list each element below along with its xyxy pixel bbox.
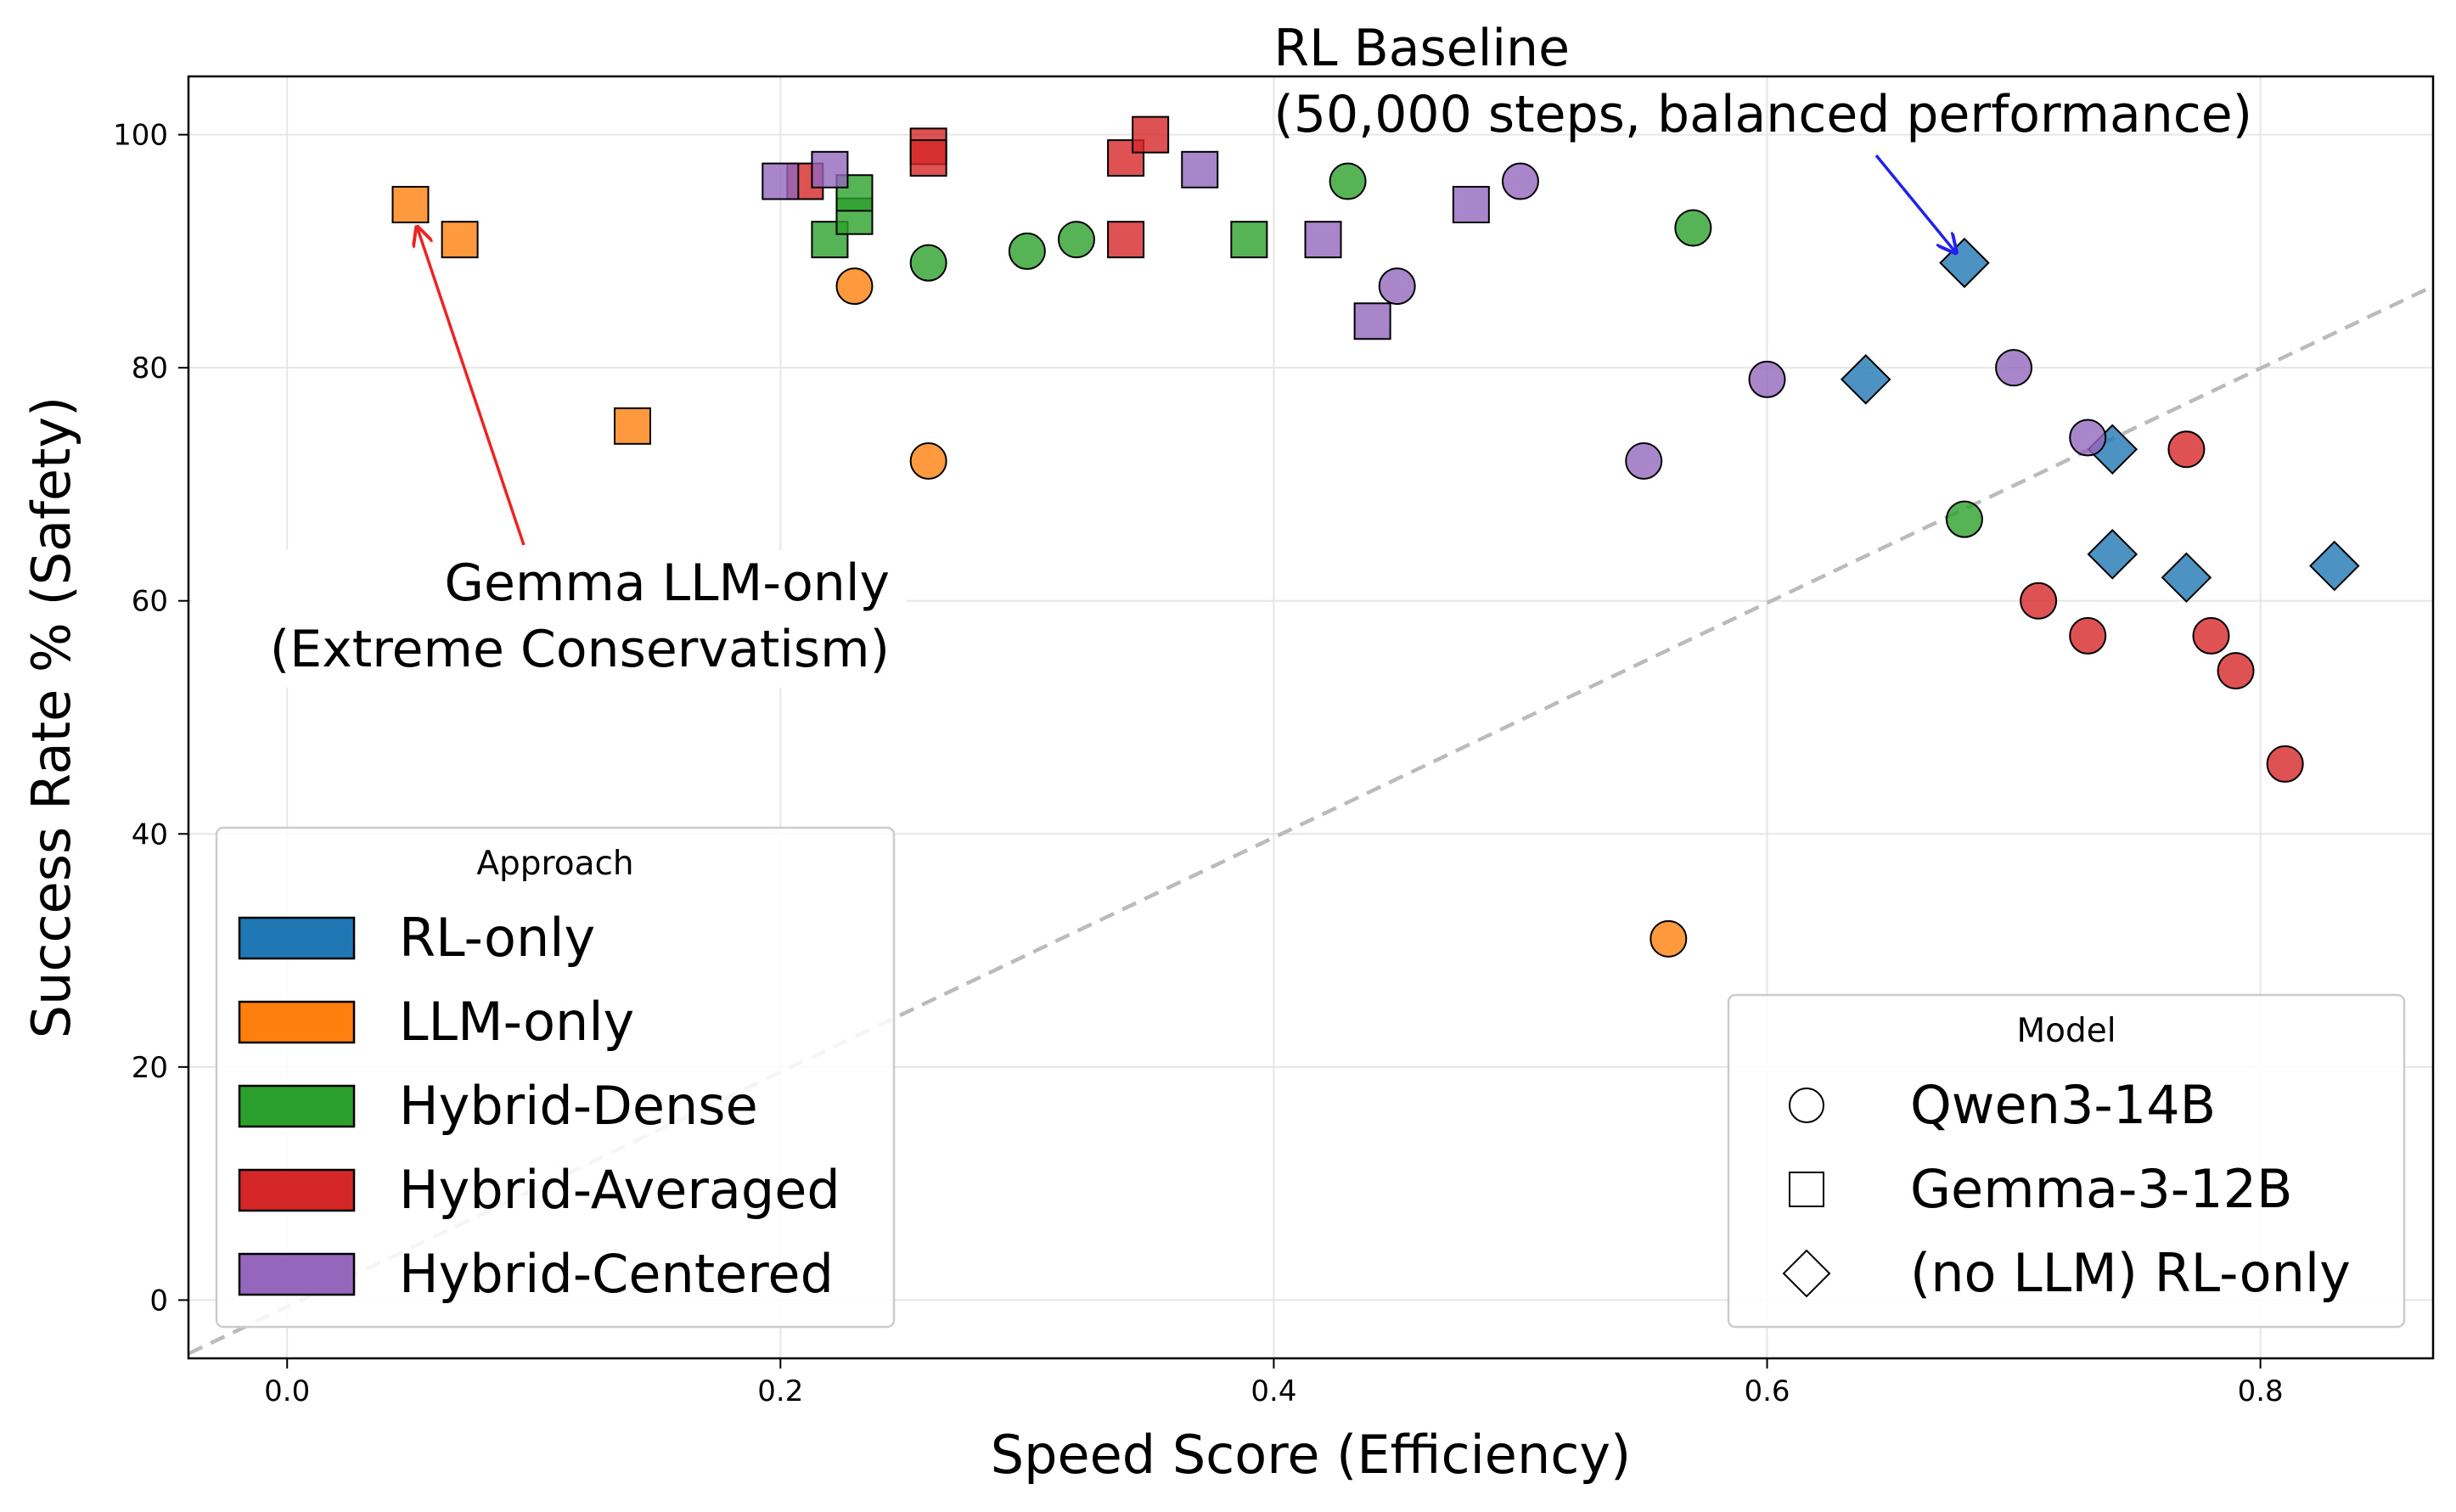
legends: Approach RL-only LLM-only Hybrid-Dense Hybri… — [215, 826, 2406, 1329]
legend-swatch — [238, 1084, 356, 1128]
point-hybrid-centered-square — [1181, 150, 1219, 188]
annotation-text-gemma-llm-only: (Extreme Conservatism) — [270, 620, 890, 679]
legend-title: Approach — [476, 845, 633, 883]
legend-marker-square — [1789, 1172, 1824, 1207]
point-hybrid-averaged-circle — [2069, 616, 2107, 655]
point-hybrid-centered-square — [1452, 186, 1490, 223]
x-tick-label: 0.6 — [1744, 1374, 1790, 1408]
annotation-text-rl-baseline: (50,000 steps, balanced performance) — [1273, 85, 2252, 144]
point-rl-only-diamond — [2309, 540, 2360, 592]
point-rl-only-diamond — [2087, 529, 2138, 580]
point-hybrid-averaged-circle — [2192, 616, 2230, 655]
point-hybrid-averaged-square — [1107, 139, 1145, 177]
point-hybrid-centered-square — [1353, 302, 1391, 340]
y-tick-label: 60 — [132, 585, 168, 619]
annotation-background — [192, 550, 907, 688]
plot-frame — [187, 75, 2435, 1360]
point-hybrid-centered-circle — [1995, 349, 2033, 387]
reference-line-layer — [188, 284, 2434, 1356]
legend-swatch — [238, 1252, 356, 1296]
legend-box — [1727, 993, 2406, 1329]
point-llm-only-circle — [835, 267, 874, 306]
legend-marker-circle — [1789, 1088, 1824, 1123]
legend-label: Hybrid-Averaged — [399, 1159, 840, 1221]
point-llm-only-square — [613, 407, 651, 445]
legend-swatch — [238, 1000, 356, 1044]
point-llm-only-circle — [909, 442, 947, 480]
point-hybrid-averaged-square — [909, 139, 947, 177]
point-hybrid-centered-circle — [1748, 360, 1786, 398]
legend-label: Qwen3-14B — [1910, 1074, 2216, 1136]
y-tick-label: 80 — [132, 351, 168, 385]
data-points — [391, 115, 2360, 958]
point-hybrid-averaged-circle — [2266, 745, 2304, 783]
point-hybrid-dense-square — [1230, 221, 1268, 259]
y-tick-label: 100 — [113, 119, 168, 153]
x-tick-label: 0.8 — [2238, 1374, 2284, 1408]
point-llm-only-circle — [1650, 919, 1688, 958]
x-tick-label: 0.4 — [1250, 1374, 1296, 1408]
y-tick-label: 20 — [132, 1051, 168, 1085]
point-hybrid-dense-circle — [909, 244, 947, 282]
annotation-text-rl-baseline: RL Baseline — [1273, 19, 1570, 78]
legend-approach: Approach RL-only LLM-only Hybrid-Dense Hybri… — [215, 826, 896, 1329]
legend-label: Gemma-3-12B — [1910, 1158, 2293, 1220]
reference-dashed-line — [188, 284, 2434, 1356]
legend-title: Model — [2016, 1012, 2116, 1050]
legend-marker-diamond — [1782, 1249, 1831, 1298]
point-hybrid-centered-circle — [2069, 419, 2107, 457]
point-hybrid-centered-square — [1304, 221, 1342, 259]
annotations: RL Baseline (50,000 steps, balanced perfo… — [192, 19, 2252, 688]
point-hybrid-dense-circle — [1674, 209, 1712, 247]
axes: 0.0 0.2 0.4 0.6 0.8 0 20 40 60 80 100 Speed Score (… — [20, 119, 2284, 1486]
point-hybrid-averaged-square — [1132, 115, 1170, 154]
point-hybrid-dense-circle — [1945, 500, 1983, 538]
y-axis-label: Success Rate % (Safety) — [20, 396, 82, 1038]
legend-label: (no LLM) RL-only — [1910, 1242, 2351, 1304]
legend-box — [215, 826, 896, 1329]
x-tick-label: 0.2 — [757, 1374, 803, 1408]
point-hybrid-averaged-circle — [2020, 582, 2058, 620]
legend-label: Hybrid-Centered — [399, 1243, 834, 1305]
point-hybrid-dense-circle — [1008, 232, 1046, 270]
y-tick-label: 0 — [149, 1284, 168, 1318]
point-hybrid-centered-circle — [1378, 267, 1416, 306]
x-axis-label: Speed Score (Efficiency) — [991, 1424, 1631, 1486]
point-hybrid-centered-square — [762, 162, 800, 200]
legend-label: Hybrid-Dense — [399, 1075, 758, 1137]
annotation-arrow — [417, 228, 525, 546]
point-hybrid-averaged-square — [1107, 221, 1145, 259]
x-tick-label: 0.0 — [264, 1374, 310, 1408]
point-llm-only-square — [441, 221, 479, 259]
legend-swatch — [238, 916, 356, 960]
y-tick-label: 40 — [132, 818, 168, 852]
point-hybrid-centered-circle — [1501, 162, 1539, 200]
point-hybrid-averaged-circle — [2167, 430, 2206, 469]
point-hybrid-dense-circle — [1329, 162, 1367, 200]
legend-swatch — [238, 1168, 356, 1212]
point-llm-only-square — [391, 186, 430, 223]
legend-model: Model Qwen3-14B Gemma-3-12B (no LLM) RL-onl… — [1727, 993, 2406, 1329]
point-hybrid-centered-square — [811, 150, 849, 188]
legend-label: LLM-only — [399, 991, 634, 1053]
annotation-text-gemma-llm-only: Gemma LLM-only — [445, 554, 890, 613]
point-hybrid-averaged-circle — [2217, 652, 2255, 690]
point-hybrid-dense-circle — [1057, 221, 1095, 259]
annotation-arrow — [1874, 154, 1956, 253]
legend-label: RL-only — [399, 907, 595, 969]
point-rl-only-diamond — [1840, 354, 1891, 405]
point-hybrid-centered-circle — [1625, 442, 1663, 480]
point-rl-only-diamond — [2161, 552, 2212, 604]
